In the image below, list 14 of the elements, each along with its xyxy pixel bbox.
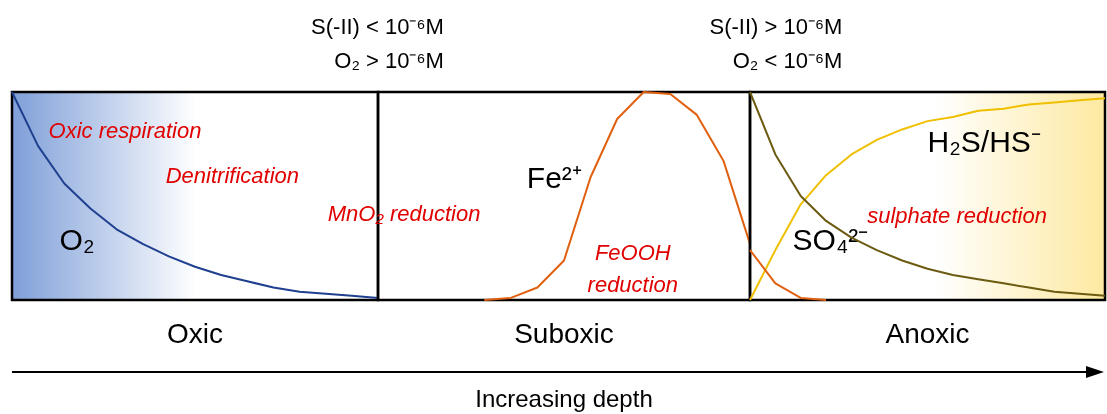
text: Suboxic (514, 317, 614, 349)
series-label: O₂ (59, 223, 95, 257)
text: S(-II) > 10⁻⁶M O₂ < 10⁻⁶M (709, 14, 843, 74)
annotation: Denitrification (165, 163, 299, 189)
text: S(-II) < 10⁻⁶M O₂ > 10⁻⁶M (311, 14, 444, 74)
series-label: H₂S/HS⁻ (927, 125, 1041, 159)
annotation: sulphate reduction (867, 202, 1047, 228)
annotation: FeOOH reduction (587, 240, 679, 298)
series-label: Fe²⁺ (526, 160, 582, 194)
annotation: Oxic respiration (48, 117, 202, 143)
x-axis-title: Increasing depth (475, 384, 653, 412)
text: Anoxic (885, 317, 970, 349)
series-label: SO₄²⁻ (792, 223, 869, 257)
text: Oxic (167, 317, 223, 349)
